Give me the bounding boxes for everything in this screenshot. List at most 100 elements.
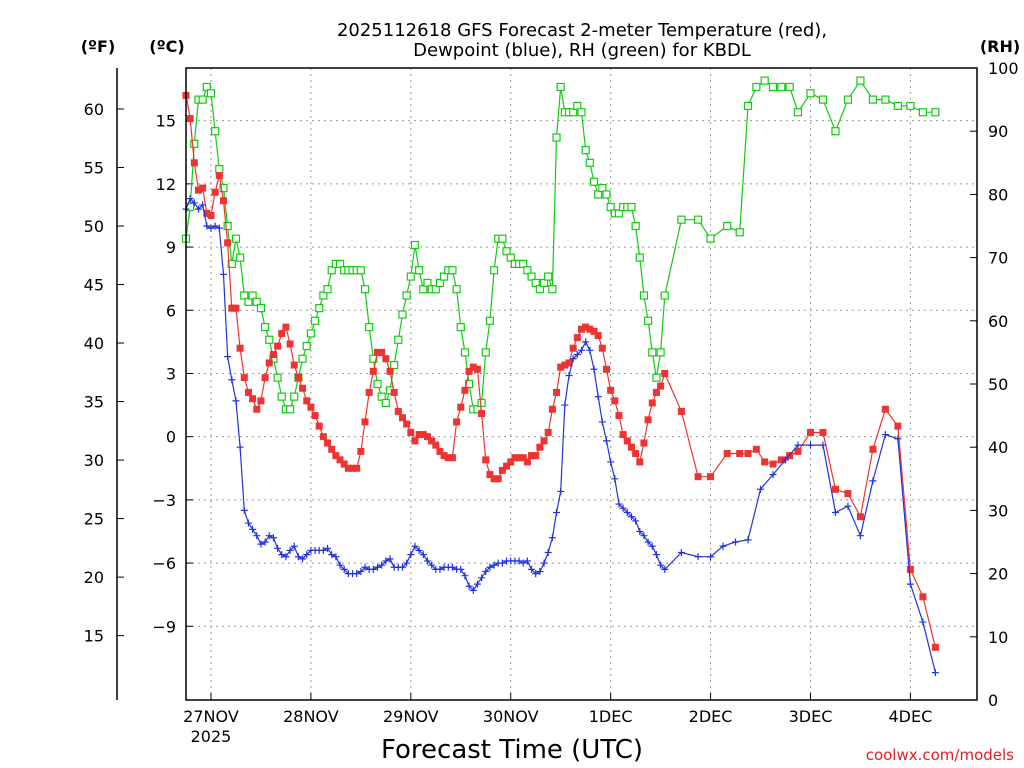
temperature-point bbox=[648, 399, 656, 407]
temperature-point bbox=[536, 443, 544, 451]
rh-point bbox=[398, 310, 407, 319]
dewpoint-point bbox=[636, 527, 644, 535]
rh-tick-label: 60 bbox=[988, 312, 1008, 331]
temperature-point bbox=[652, 388, 660, 396]
dewpoint-point bbox=[607, 458, 615, 466]
dewpoint-point bbox=[644, 538, 652, 546]
temperature-point bbox=[819, 428, 827, 436]
rh-point bbox=[252, 297, 261, 306]
dewpoint-point bbox=[919, 618, 927, 626]
rh-point bbox=[435, 278, 445, 287]
rh-point bbox=[806, 89, 815, 98]
rh-tick-label: 30 bbox=[988, 501, 1008, 520]
temperature-point bbox=[478, 409, 486, 417]
celsius-tick-label: 0 bbox=[166, 428, 176, 447]
temperature-point bbox=[582, 323, 590, 331]
dewpoint-point bbox=[457, 565, 465, 573]
rh-point bbox=[594, 190, 603, 199]
rh-point bbox=[569, 108, 578, 117]
rh-point bbox=[639, 291, 649, 300]
dewpoint-point bbox=[194, 205, 202, 213]
rh-point bbox=[298, 354, 307, 363]
temperature-point bbox=[436, 447, 444, 455]
rh-point bbox=[448, 266, 457, 275]
temperature-point bbox=[856, 513, 864, 521]
dewpoint-series bbox=[182, 195, 939, 677]
temperature-point bbox=[736, 450, 744, 458]
temperature-point bbox=[278, 329, 286, 337]
temperature-point bbox=[344, 464, 352, 472]
dewpoint-point bbox=[369, 565, 377, 573]
dewpoint-point bbox=[856, 532, 864, 540]
dewpoint-point bbox=[794, 441, 802, 449]
chart-title-line2: Dewpoint (blue), RH (green) for KBDL bbox=[413, 40, 751, 61]
temperature-point bbox=[806, 428, 814, 436]
temperature-point bbox=[349, 464, 357, 472]
temperature-point bbox=[519, 454, 527, 462]
x-tick-label: 4DEC bbox=[888, 707, 932, 726]
dewpoint-point bbox=[398, 563, 406, 571]
rh-point bbox=[644, 316, 653, 325]
rh-point bbox=[460, 348, 470, 357]
rh-point bbox=[365, 323, 374, 332]
rh-point bbox=[614, 209, 624, 218]
dewpoint-point bbox=[648, 542, 656, 550]
temperature-point bbox=[253, 405, 261, 413]
rh-point bbox=[785, 82, 794, 92]
rh-point bbox=[893, 101, 903, 111]
temperature-point bbox=[432, 441, 440, 449]
dewpoint-point bbox=[627, 513, 635, 521]
temperature-point bbox=[236, 344, 244, 352]
dewpoint-point bbox=[278, 551, 286, 559]
rh-point bbox=[419, 285, 428, 294]
dewpoint-point bbox=[677, 549, 685, 557]
rh-point bbox=[477, 398, 486, 408]
rh-point bbox=[335, 259, 345, 269]
rh-point bbox=[310, 316, 320, 325]
dewpoint-point bbox=[744, 536, 752, 544]
rh-point bbox=[556, 82, 565, 92]
dewpoint-point bbox=[640, 532, 648, 540]
dewpoint-point bbox=[448, 563, 456, 571]
rh-tick-label: 100 bbox=[988, 59, 1019, 78]
temperature-point bbox=[881, 405, 889, 413]
rh-point bbox=[261, 323, 270, 332]
temperature-point bbox=[498, 466, 506, 474]
temperature-point bbox=[894, 422, 902, 430]
dewpoint-point bbox=[240, 506, 248, 514]
rh-point bbox=[498, 234, 507, 243]
rh-unit-label: (RH) bbox=[980, 37, 1020, 56]
dewpoint-point bbox=[328, 551, 336, 559]
temperature-point bbox=[644, 416, 652, 424]
rh-point bbox=[356, 266, 365, 275]
dewpoint-point bbox=[906, 580, 914, 588]
dewpoint-point bbox=[378, 561, 386, 569]
dewpoint-point bbox=[303, 551, 311, 559]
rh-point bbox=[573, 101, 582, 111]
rh-point bbox=[390, 360, 399, 370]
temperature-point bbox=[324, 439, 332, 447]
rh-point bbox=[768, 82, 778, 92]
dewpoint-point bbox=[578, 346, 585, 354]
rh-point bbox=[868, 95, 878, 104]
dewpoint-point bbox=[428, 561, 436, 569]
temperature-point bbox=[203, 209, 211, 217]
dewpoint-point bbox=[482, 567, 490, 575]
rh-point bbox=[777, 82, 786, 92]
temperature-point bbox=[561, 361, 569, 369]
temperature-point bbox=[453, 418, 461, 426]
rh-tick-label: 50 bbox=[988, 375, 1008, 394]
rh-point bbox=[606, 202, 615, 212]
rh-point bbox=[423, 278, 432, 287]
dewpoint-point bbox=[203, 222, 211, 230]
dewpoint-point bbox=[819, 441, 827, 449]
temperature-point bbox=[282, 323, 290, 331]
temperature-point bbox=[269, 351, 277, 359]
rh-point bbox=[552, 133, 561, 142]
rh-point bbox=[818, 95, 828, 104]
dewpoint-point bbox=[319, 546, 327, 554]
rh-point bbox=[236, 253, 245, 262]
rh-point bbox=[881, 95, 890, 104]
dewpoint-point bbox=[469, 586, 477, 594]
dewpoint-point bbox=[931, 669, 939, 677]
